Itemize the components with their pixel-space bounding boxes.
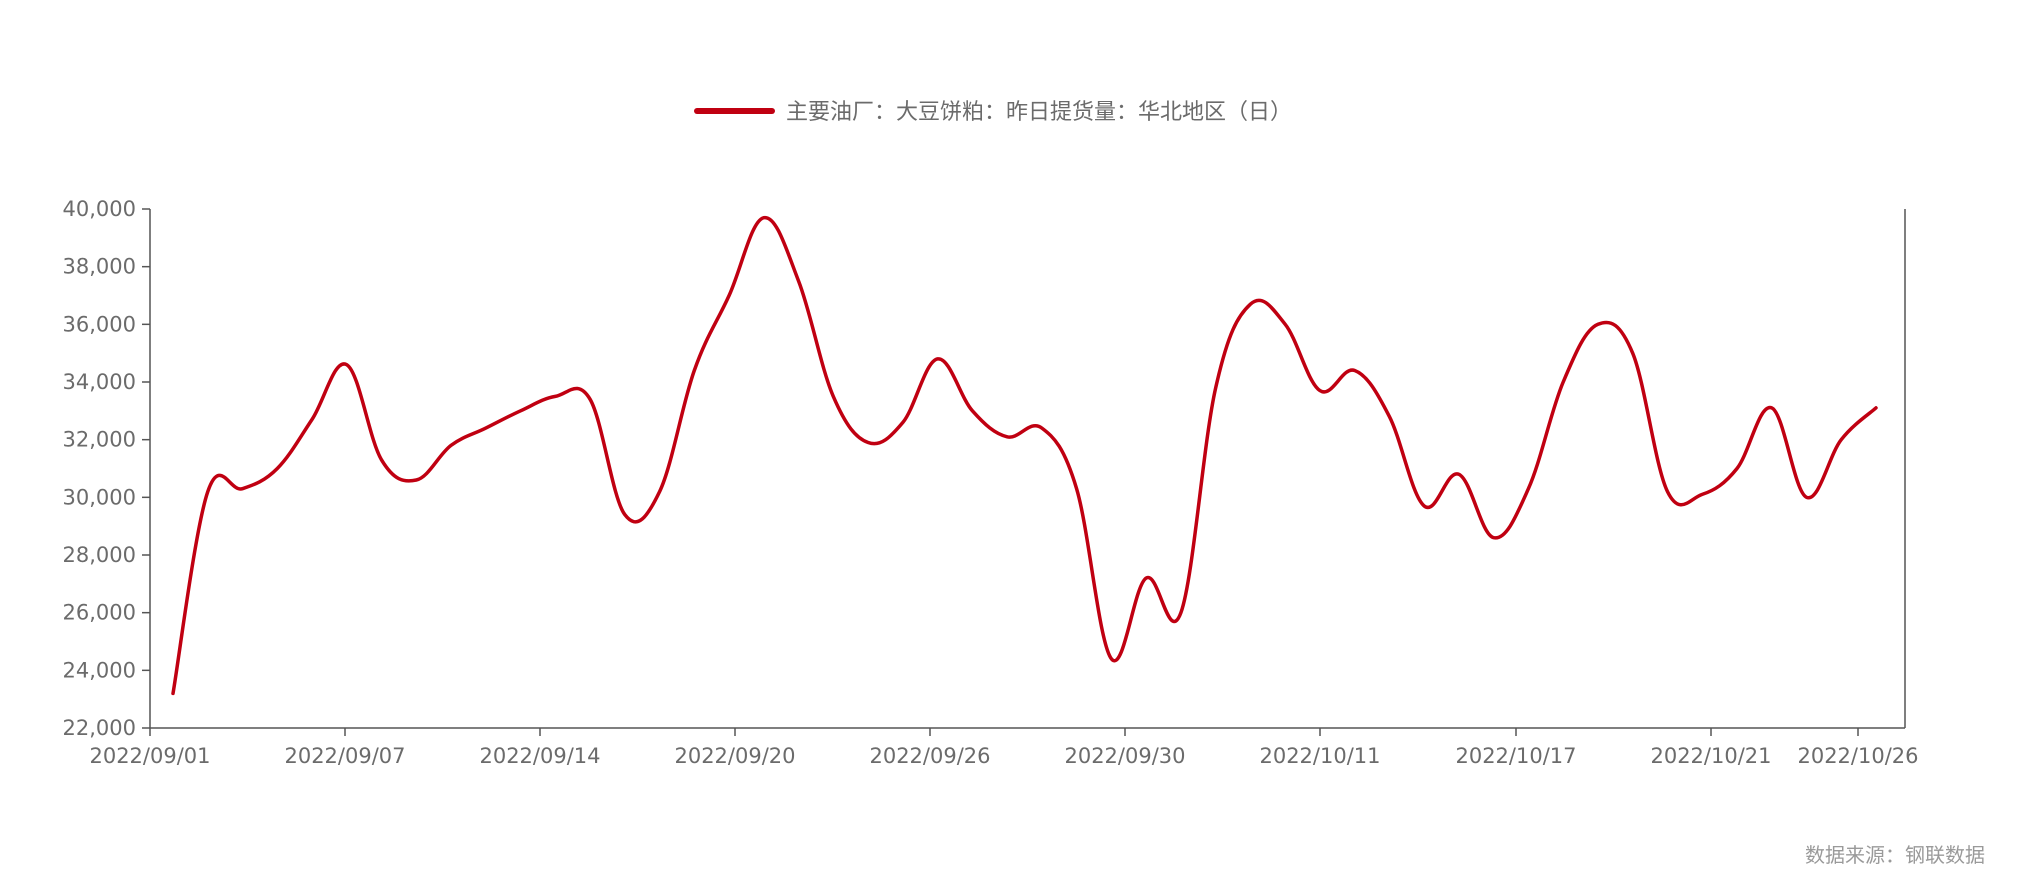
x-tick-label: 2022/09/30 — [1064, 744, 1185, 768]
x-tick-label: 2022/09/20 — [674, 744, 795, 768]
data-point — [622, 512, 628, 518]
x-tick-label: 2022/09/07 — [284, 744, 405, 768]
x-tick-label: 2022/10/11 — [1259, 744, 1380, 768]
data-point — [1630, 350, 1636, 356]
data-point — [761, 215, 767, 221]
data-point — [657, 489, 663, 495]
data-point — [1386, 414, 1392, 420]
data-point — [935, 356, 941, 362]
data-point — [170, 690, 176, 696]
data-point — [1282, 321, 1288, 327]
data-point — [587, 396, 593, 402]
y-tick-label: 22,000 — [63, 716, 136, 740]
source-note: 数据来源：钢联数据 — [1805, 843, 1985, 867]
x-axis-ticks: 2022/09/01 2022/09/07 2022/09/14 2022/09/20… — [89, 728, 1919, 768]
data-point — [1352, 368, 1358, 374]
data-point — [240, 486, 246, 492]
data-point — [1838, 437, 1844, 443]
data-point — [1804, 494, 1810, 500]
data-point — [1491, 535, 1497, 541]
data-point — [413, 477, 419, 483]
data-point — [483, 425, 489, 431]
x-tick-label: 2022/09/01 — [89, 744, 210, 768]
data-point — [448, 442, 454, 448]
data-point — [691, 368, 697, 374]
data-point — [1213, 385, 1219, 391]
data-point — [726, 293, 732, 299]
y-tick-label: 32,000 — [63, 428, 136, 452]
y-tick-label: 36,000 — [63, 312, 136, 336]
y-tick-label: 34,000 — [63, 370, 136, 394]
x-tick-label: 2022/09/26 — [869, 744, 990, 768]
data-point — [1108, 656, 1114, 662]
x-tick-label: 2022/10/26 — [1797, 744, 1918, 768]
data-point — [1143, 575, 1149, 581]
x-tick-label: 2022/10/21 — [1650, 744, 1771, 768]
data-point — [830, 393, 836, 399]
data-point — [1665, 489, 1671, 495]
data-point — [969, 408, 975, 414]
data-point — [274, 466, 280, 472]
data-points — [170, 215, 1879, 697]
legend[interactable]: 主要油厂：大豆饼粕：昨日提货量：华北地区（日） — [694, 100, 1292, 125]
data-point — [1178, 610, 1184, 616]
data-point — [1421, 503, 1427, 509]
axes — [149, 209, 1906, 729]
y-tick-label: 38,000 — [63, 255, 136, 279]
x-tick-label: 2022/10/17 — [1455, 744, 1576, 768]
data-point — [1699, 491, 1705, 497]
legend-label: 主要油厂：大豆饼粕：昨日提货量：华北地区（日） — [786, 100, 1292, 125]
data-point — [796, 278, 802, 284]
data-point — [1247, 301, 1253, 307]
series-line — [171, 215, 1878, 696]
data-point — [344, 362, 350, 368]
data-point — [1873, 405, 1879, 411]
data-point — [1074, 486, 1080, 492]
y-tick-label: 24,000 — [63, 658, 136, 682]
y-axis-ticks: 22,000 24,000 26,000 28,000 30,000 32,000 34,0… — [63, 197, 150, 740]
y-tick-label: 28,000 — [63, 543, 136, 567]
data-point — [900, 419, 906, 425]
data-point — [309, 417, 315, 423]
data-point — [1595, 321, 1601, 327]
data-point — [1734, 466, 1740, 472]
data-point — [552, 393, 558, 399]
data-point — [205, 489, 211, 495]
data-point — [1039, 425, 1045, 431]
data-point — [1004, 434, 1010, 440]
data-point — [379, 457, 385, 463]
data-point — [1317, 388, 1323, 394]
y-tick-label: 40,000 — [63, 197, 136, 221]
data-point — [1456, 471, 1462, 477]
data-point — [865, 440, 871, 446]
data-point — [1769, 405, 1775, 411]
data-point — [1525, 486, 1531, 492]
x-tick-label: 2022/09/14 — [479, 744, 600, 768]
y-tick-label: 30,000 — [63, 485, 136, 509]
data-point — [1560, 379, 1566, 385]
y-tick-label: 26,000 — [63, 601, 136, 625]
data-point — [518, 408, 524, 414]
